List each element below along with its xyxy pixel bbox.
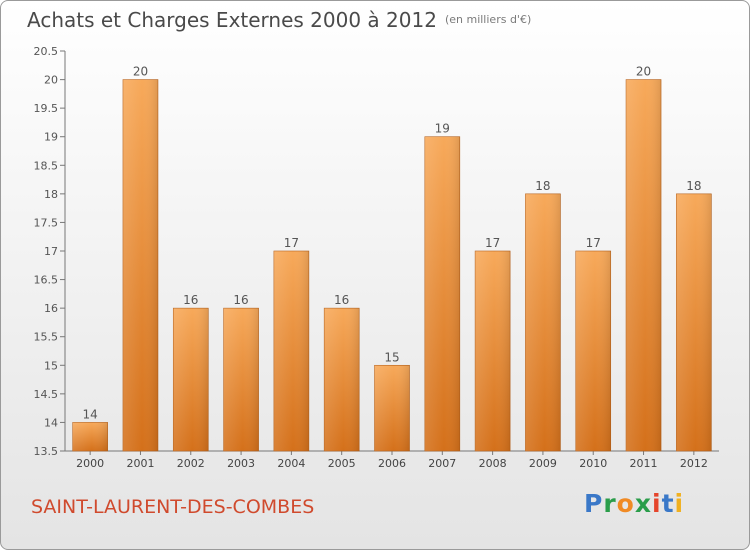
bar-2012 xyxy=(676,193,712,452)
brand-logo: Proxiti xyxy=(584,489,684,518)
x-tick-label: 2008 xyxy=(479,457,507,470)
y-tick-label: 17 xyxy=(44,245,58,258)
commune-name: SAINT-LAURENT-DES-COMBES xyxy=(31,496,315,518)
value-label: 16 xyxy=(183,293,198,307)
x-tick-label: 2005 xyxy=(328,457,356,470)
y-tick-label: 15.5 xyxy=(34,331,59,344)
value-label: 19 xyxy=(435,122,450,136)
bar-2007 xyxy=(424,136,461,452)
bar-2002 xyxy=(172,307,209,452)
x-tick-label: 2007 xyxy=(428,457,456,470)
y-tick-label: 20.5 xyxy=(34,45,59,58)
bar-2001 xyxy=(122,79,159,452)
x-tick-label: 2006 xyxy=(378,457,406,470)
x-tick-label: 2004 xyxy=(277,457,305,470)
value-label: 20 xyxy=(133,65,148,79)
y-tick-label: 16.5 xyxy=(34,274,59,287)
value-label: 20 xyxy=(636,65,651,79)
y-tick-label: 13.5 xyxy=(34,445,59,458)
y-tick-label: 15 xyxy=(44,359,58,372)
y-tick-label: 18 xyxy=(44,188,58,201)
x-tick-label: 2009 xyxy=(529,457,557,470)
value-label: 17 xyxy=(586,236,601,250)
axes: 13.5 14 14.5 15 15.5 16 16.5 17 17.5 18 18.5 19 19.5… xyxy=(34,45,719,470)
brand-letter: x xyxy=(634,489,652,518)
brand-letter: t xyxy=(661,489,675,518)
value-label: 16 xyxy=(334,293,349,307)
y-tick-label: 14.5 xyxy=(34,388,59,401)
bar-2009 xyxy=(525,193,561,452)
y-tick-label: 14 xyxy=(44,416,58,429)
y-tick-label: 19 xyxy=(44,131,58,144)
x-tick-label: 2010 xyxy=(579,457,607,470)
brand-letter: o xyxy=(616,489,635,518)
value-label: 16 xyxy=(233,293,248,307)
brand-letter: i xyxy=(674,489,685,518)
bar-2008 xyxy=(474,250,511,452)
x-tick-label: 2011 xyxy=(630,457,658,470)
value-label: 15 xyxy=(384,350,399,364)
value-label: 14 xyxy=(83,407,98,421)
bars xyxy=(72,79,712,452)
value-label: 17 xyxy=(485,236,500,250)
value-labels: 14 20 16 16 17 16 15 19 17 18 17 20 18 xyxy=(83,65,702,422)
value-label: 17 xyxy=(284,236,299,250)
bar-2005 xyxy=(323,307,360,452)
brand-letter: i xyxy=(652,489,662,518)
y-tick-label: 20 xyxy=(44,74,58,87)
x-tick-label: 2012 xyxy=(680,457,708,470)
brand-letter: P xyxy=(584,489,604,518)
value-label: 18 xyxy=(535,179,550,193)
x-tick-label: 2001 xyxy=(126,457,154,470)
x-tick-label: 2003 xyxy=(227,457,255,470)
x-tick-label: 2000 xyxy=(76,457,104,470)
title-text: Achats et Charges Externes 2000 à 2012 xyxy=(27,8,437,32)
bar-2000 xyxy=(72,422,108,452)
bar-2010 xyxy=(575,250,612,452)
bar-2003 xyxy=(223,307,259,452)
y-tick-label: 16 xyxy=(44,302,58,315)
chart-title: Achats et Charges Externes 2000 à 2012 (e… xyxy=(27,8,531,32)
y-tick-label: 18.5 xyxy=(34,159,59,172)
value-label: 18 xyxy=(686,179,701,193)
y-tick-label: 17.5 xyxy=(34,216,59,229)
brand-letter: r xyxy=(603,489,617,518)
bar-2004 xyxy=(273,250,310,452)
bar-2006 xyxy=(374,364,410,452)
bar-2011 xyxy=(625,79,662,452)
unit-label: (en milliers d'€) xyxy=(444,13,532,26)
x-tick-label: 2002 xyxy=(177,457,205,470)
y-tick-label: 19.5 xyxy=(34,102,59,115)
